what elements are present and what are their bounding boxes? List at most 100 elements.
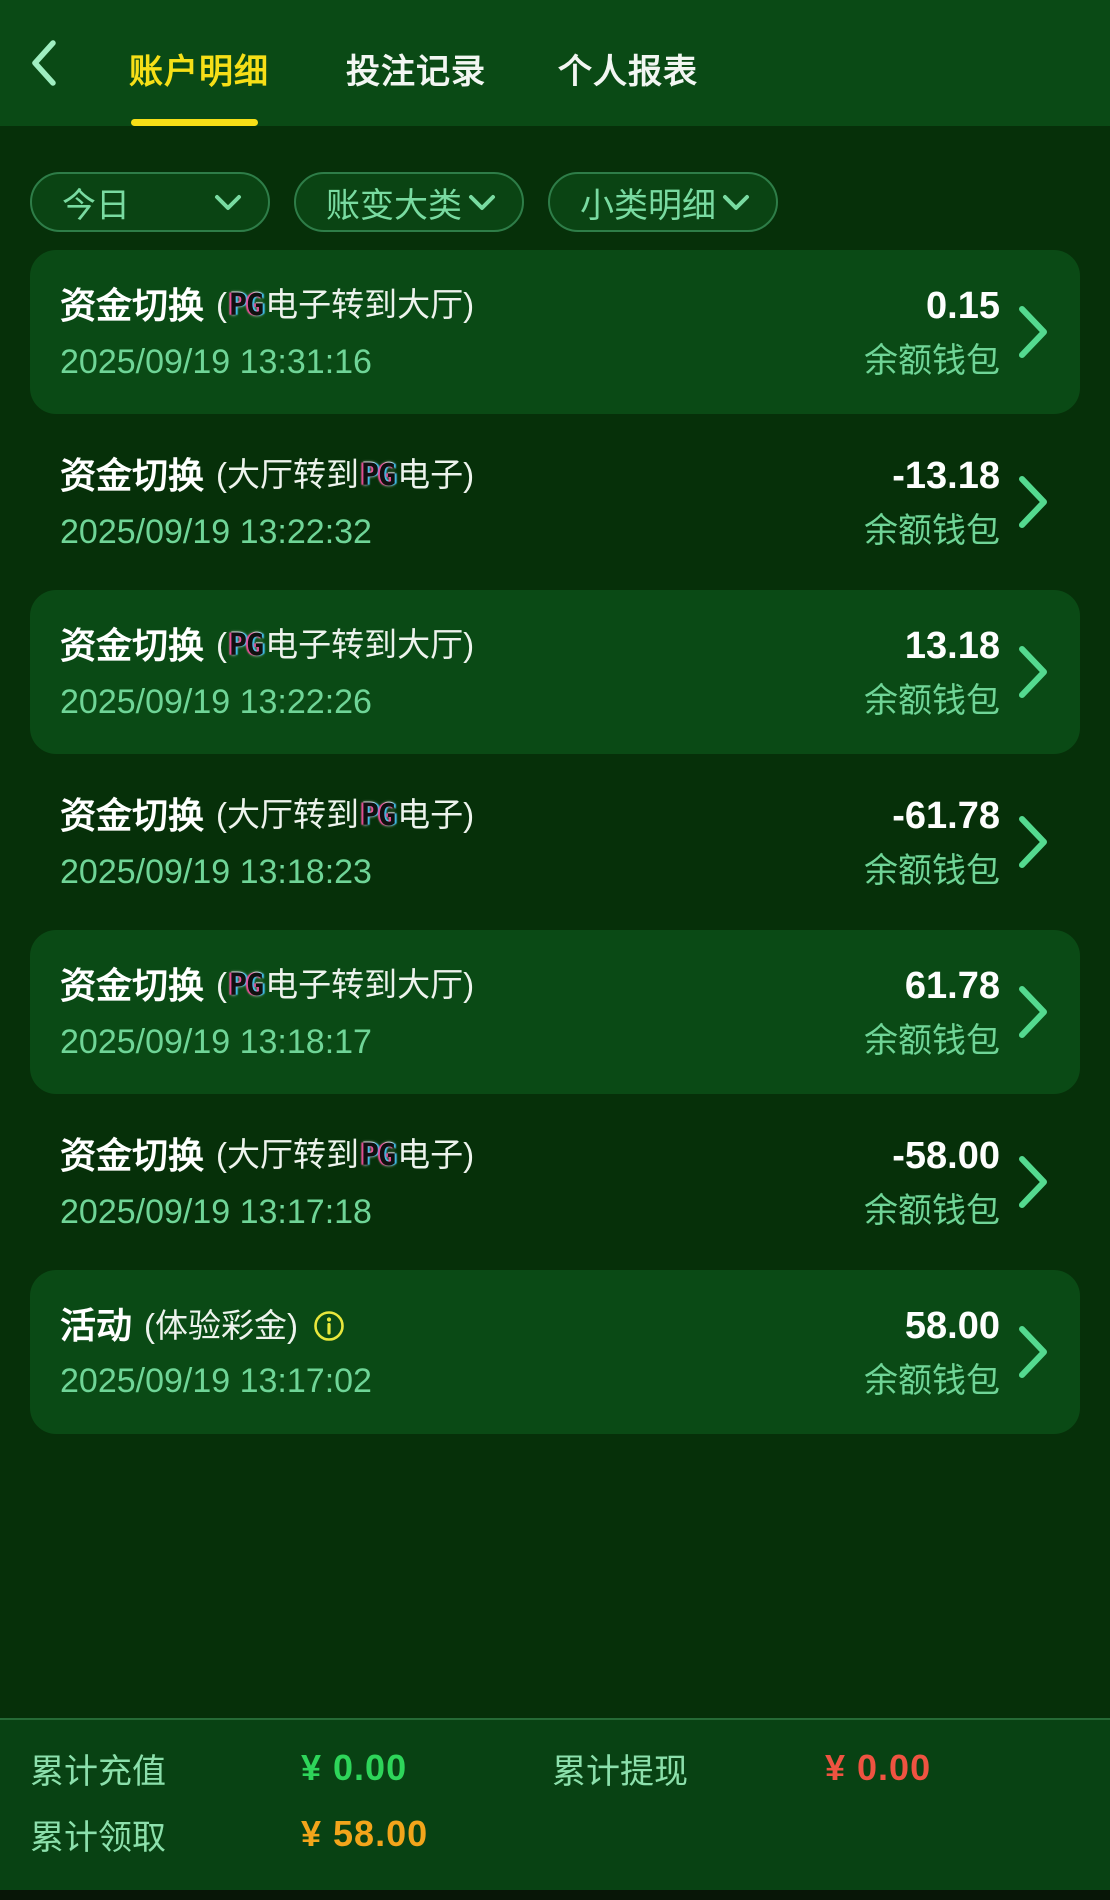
active-tab-underline [131,119,258,126]
transaction-timestamp: 2025/09/19 13:18:17 [60,1023,372,1061]
tab-bet-records[interactable]: 投注记录 [346,53,486,91]
transaction-wallet: 余额钱包 [864,852,1000,890]
transaction-note: (PG电子转到大厅) [216,620,474,672]
transaction-wallet: 余额钱包 [864,682,1000,720]
transaction-amount: 58.00 [904,1305,1000,1347]
total-deposit-label: 累计充值 [30,1752,166,1791]
transaction-timestamp: 2025/09/19 13:17:02 [60,1362,372,1400]
transaction-wallet: 余额钱包 [864,1192,1000,1230]
transaction-info: 资金切换 (PG电子转到大厅) 2025/09/19 13:31:16 [60,280,864,384]
chevron-right-icon [1019,646,1047,698]
pg-provider-logo: PG [229,628,264,663]
filter-subcategory-label: 小类明细 [580,186,716,225]
info-icon[interactable] [312,1309,346,1343]
transaction-amount: 61.78 [904,965,1000,1007]
transaction-info: 资金切换 (大厅转到PG电子) 2025/09/19 13:18:23 [60,790,864,894]
transaction-timestamp: 2025/09/19 13:22:32 [60,513,372,551]
transaction-info: 资金切换 (PG电子转到大厅) 2025/09/19 13:22:26 [60,620,864,724]
chevron-right-icon [1019,476,1047,528]
pg-provider-logo: PG [361,1138,396,1173]
transaction-wallet: 余额钱包 [864,342,1000,380]
chevron-down-icon [723,194,749,210]
transaction-row[interactable]: 资金切换 (大厅转到PG电子) 2025/09/19 13:17:18 -58.… [30,1100,1080,1264]
transaction-wallet: 余额钱包 [864,1362,1000,1400]
total-claimed-label: 累计领取 [30,1818,166,1857]
transaction-note: (PG电子转到大厅) [216,280,474,332]
total-claimed-value: ¥ 58.00 [301,1813,429,1854]
transaction-type: 资金切换 [60,795,205,836]
pg-provider-logo: PG [229,968,264,1003]
transaction-note: (PG电子转到大厅) [216,960,474,1012]
transaction-timestamp: 2025/09/19 13:31:16 [60,343,372,381]
filter-category-dropdown[interactable]: 账变大类 [294,172,524,232]
transaction-amount: 13.18 [904,625,1000,667]
filter-date-dropdown[interactable]: 今日 [30,172,270,232]
transaction-wallet: 余额钱包 [864,1022,1000,1060]
transaction-row[interactable]: 资金切换 (PG电子转到大厅) 2025/09/19 13:18:17 61.7… [30,930,1080,1094]
row-detail-arrow [1000,813,1066,871]
chevron-down-icon [215,194,241,210]
bottom-home-strip [0,1890,1110,1900]
transaction-info: 资金切换 (PG电子转到大厅) 2025/09/19 13:18:17 [60,960,864,1064]
pg-provider-logo: PG [361,798,396,833]
transaction-row[interactable]: 活动 (体验彩金) 2025/09/19 13:17:02 58.00 余额钱包 [30,1270,1080,1434]
transaction-wallet: 余额钱包 [864,512,1000,550]
transaction-type: 资金切换 [60,625,205,666]
list-empty-space [0,1440,1110,1718]
transaction-row[interactable]: 资金切换 (PG电子转到大厅) 2025/09/19 13:31:16 0.15… [30,250,1080,414]
chevron-down-icon [469,194,495,210]
transaction-amount: 0.15 [926,285,1000,327]
transaction-info: 资金切换 (大厅转到PG电子) 2025/09/19 13:17:18 [60,1130,864,1234]
transaction-row[interactable]: 资金切换 (PG电子转到大厅) 2025/09/19 13:22:26 13.1… [30,590,1080,754]
transaction-values: -13.18 余额钱包 [864,451,1000,553]
tab-personal-report[interactable]: 个人报表 [558,53,698,91]
filter-bar: 今日 账变大类 小类明细 [30,172,1110,232]
transaction-type: 资金切换 [60,965,205,1006]
chevron-right-icon [1019,816,1047,868]
transaction-timestamp: 2025/09/19 13:17:18 [60,1193,372,1231]
transaction-values: 0.15 余额钱包 [864,281,1000,383]
chevron-right-icon [1019,306,1047,358]
transaction-type: 资金切换 [60,455,205,496]
total-withdraw-label: 累计提现 [552,1752,688,1791]
transaction-row[interactable]: 资金切换 (大厅转到PG电子) 2025/09/19 13:18:23 -61.… [30,760,1080,924]
transaction-note: (大厅转到PG电子) [216,450,474,502]
transaction-list: 资金切换 (PG电子转到大厅) 2025/09/19 13:31:16 0.15… [30,250,1080,1440]
chevron-right-icon [1019,986,1047,1038]
chevron-right-icon [1019,1326,1047,1378]
tab-account-details[interactable]: 账户明细 [129,53,269,91]
transaction-note: (大厅转到PG电子) [216,1130,474,1182]
transaction-amount: -61.78 [892,795,1000,837]
transaction-values: 61.78 余额钱包 [864,961,1000,1063]
transaction-type: 资金切换 [60,1135,205,1176]
row-detail-arrow [1000,643,1066,701]
filter-subcategory-dropdown[interactable]: 小类明细 [548,172,778,232]
transaction-note: (体验彩金) [144,1307,298,1344]
transaction-amount: -13.18 [892,455,1000,497]
filter-category-label: 账变大类 [326,186,462,225]
transaction-amount: -58.00 [892,1135,1000,1177]
transaction-row[interactable]: 资金切换 (大厅转到PG电子) 2025/09/19 13:22:32 -13.… [30,420,1080,584]
transaction-timestamp: 2025/09/19 13:22:26 [60,683,372,721]
transaction-timestamp: 2025/09/19 13:18:23 [60,853,372,891]
header: 账户明细 投注记录 个人报表 [0,0,1110,126]
back-button[interactable] [30,38,70,88]
summary-panel: 累计充值 ¥ 0.00 累计提现 ¥ 0.00 累计领取 ¥ 58.00 [0,1718,1110,1890]
pg-provider-logo: PG [361,458,396,493]
total-withdraw-value: ¥ 0.00 [825,1747,932,1788]
row-detail-arrow [1000,1323,1066,1381]
transaction-type: 活动 [60,1305,133,1346]
filter-date-label: 今日 [62,186,130,225]
row-detail-arrow [1000,1153,1066,1211]
chevron-right-icon [1019,1156,1047,1208]
transaction-values: 58.00 余额钱包 [864,1301,1000,1403]
transaction-info: 活动 (体验彩金) 2025/09/19 13:17:02 [60,1301,864,1403]
transaction-values: -58.00 余额钱包 [864,1131,1000,1233]
transaction-values: 13.18 余额钱包 [864,621,1000,723]
transaction-type: 资金切换 [60,285,205,326]
total-deposit-value: ¥ 0.00 [301,1747,408,1788]
pg-provider-logo: PG [229,288,264,323]
chevron-left-icon [32,40,56,86]
transaction-note: (大厅转到PG电子) [216,790,474,842]
transaction-values: -61.78 余额钱包 [864,791,1000,893]
